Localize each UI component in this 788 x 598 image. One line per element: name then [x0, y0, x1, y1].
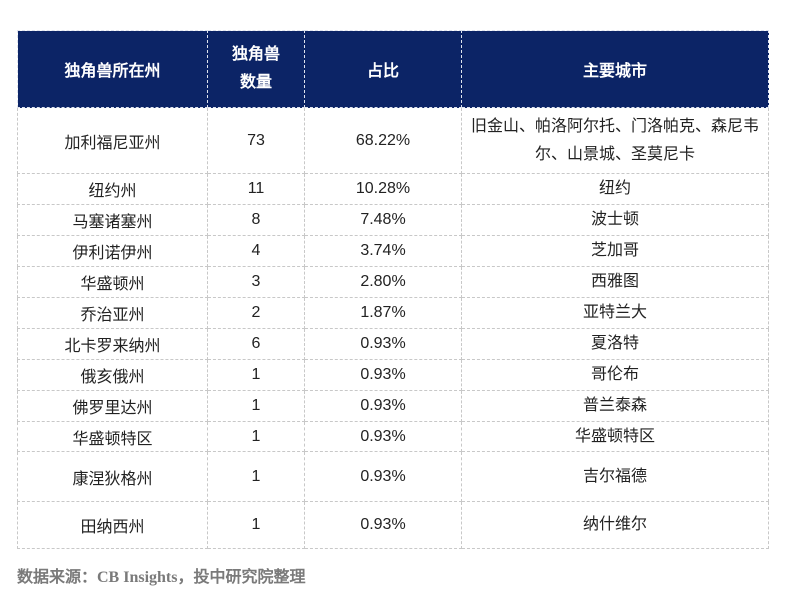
table-row: 北卡罗来纳州 6 0.93% 夏洛特: [17, 328, 769, 360]
table-cell: 吉尔福德: [461, 451, 769, 502]
table-cell: 1: [207, 451, 305, 502]
table-cell: 10.28%: [304, 173, 462, 205]
table-cell: 11: [207, 173, 305, 205]
table-cell: 亚特兰大: [461, 297, 769, 329]
table-row: 纽约州 11 10.28% 纽约: [17, 173, 769, 205]
table-cell: 伊利诺伊州: [17, 235, 208, 267]
table-cell: 68.22%: [304, 107, 462, 174]
table-cell: 俄亥俄州: [17, 359, 208, 391]
table-cell: 1: [207, 390, 305, 422]
table-cell: 夏洛特: [461, 328, 769, 360]
table-cell: 2.80%: [304, 266, 462, 298]
header-cell: 独角兽所在州: [17, 30, 208, 108]
table-row: 马塞诸塞州 8 7.48% 波士顿: [17, 204, 769, 236]
table-cell: 佛罗里达州: [17, 390, 208, 422]
table-cell: 1: [207, 501, 305, 549]
table-cell: 华盛顿州: [17, 266, 208, 298]
table-cell: 1: [207, 421, 305, 452]
table-cell: 北卡罗来纳州: [17, 328, 208, 360]
table-cell: 3: [207, 266, 305, 298]
table-row: 乔治亚州 2 1.87% 亚特兰大: [17, 297, 769, 329]
table-cell: 纽约州: [17, 173, 208, 205]
table-cell: 1.87%: [304, 297, 462, 329]
unicorn-table: 独角兽所在州 独角兽数量 占比 主要城市 加利福尼亚州 73 68.22% 旧金山、帕…: [17, 30, 769, 549]
table-cell: 华盛顿特区: [461, 421, 769, 452]
table-cell: 康涅狄格州: [17, 451, 208, 502]
table-row: 加利福尼亚州 73 68.22% 旧金山、帕洛阿尔托、门洛帕克、森尼韦尔、山景城、圣莫…: [17, 107, 769, 174]
table-cell: 纽约: [461, 173, 769, 205]
table-cell: 2: [207, 297, 305, 329]
header-cell: 独角兽数量: [207, 30, 305, 108]
table-cell: 旧金山、帕洛阿尔托、门洛帕克、森尼韦尔、山景城、圣莫尼卡: [461, 107, 769, 174]
table-row: 俄亥俄州 1 0.93% 哥伦布: [17, 359, 769, 391]
header-cell: 占比: [304, 30, 462, 108]
table-row: 伊利诺伊州 4 3.74% 芝加哥: [17, 235, 769, 267]
table-cell: 0.93%: [304, 359, 462, 391]
table-cell: 华盛顿特区: [17, 421, 208, 452]
table-cell: 田纳西州: [17, 501, 208, 549]
table-cell: 0.93%: [304, 421, 462, 452]
table-cell: 0.93%: [304, 390, 462, 422]
table-cell: 西雅图: [461, 266, 769, 298]
table-cell: 乔治亚州: [17, 297, 208, 329]
table-cell: 马塞诸塞州: [17, 204, 208, 236]
table-cell: 哥伦布: [461, 359, 769, 391]
table-cell: 波士顿: [461, 204, 769, 236]
table-cell: 73: [207, 107, 305, 174]
table-cell: 0.93%: [304, 328, 462, 360]
table-cell: 7.48%: [304, 204, 462, 236]
table-row: 华盛顿州 3 2.80% 西雅图: [17, 266, 769, 298]
table-cell: 普兰泰森: [461, 390, 769, 422]
table-cell: 1: [207, 359, 305, 391]
table-cell: 6: [207, 328, 305, 360]
table-cell: 芝加哥: [461, 235, 769, 267]
header-row: 独角兽所在州 独角兽数量 占比 主要城市: [17, 30, 769, 108]
table-row: 华盛顿特区 1 0.93% 华盛顿特区: [17, 421, 769, 452]
table-cell: 8: [207, 204, 305, 236]
table-cell: 加利福尼亚州: [17, 107, 208, 174]
table-row: 佛罗里达州 1 0.93% 普兰泰森: [17, 390, 769, 422]
table-cell: 4: [207, 235, 305, 267]
table-cell: 0.93%: [304, 451, 462, 502]
source-note: 数据来源：CB Insights，投中研究院整理: [17, 569, 306, 586]
table-cell: 0.93%: [304, 501, 462, 549]
table-cell: 纳什维尔: [461, 501, 769, 549]
table-cell: 3.74%: [304, 235, 462, 267]
header-cell: 主要城市: [461, 30, 769, 108]
table-row: 田纳西州 1 0.93% 纳什维尔: [17, 501, 769, 549]
table-row: 康涅狄格州 1 0.93% 吉尔福德: [17, 451, 769, 502]
